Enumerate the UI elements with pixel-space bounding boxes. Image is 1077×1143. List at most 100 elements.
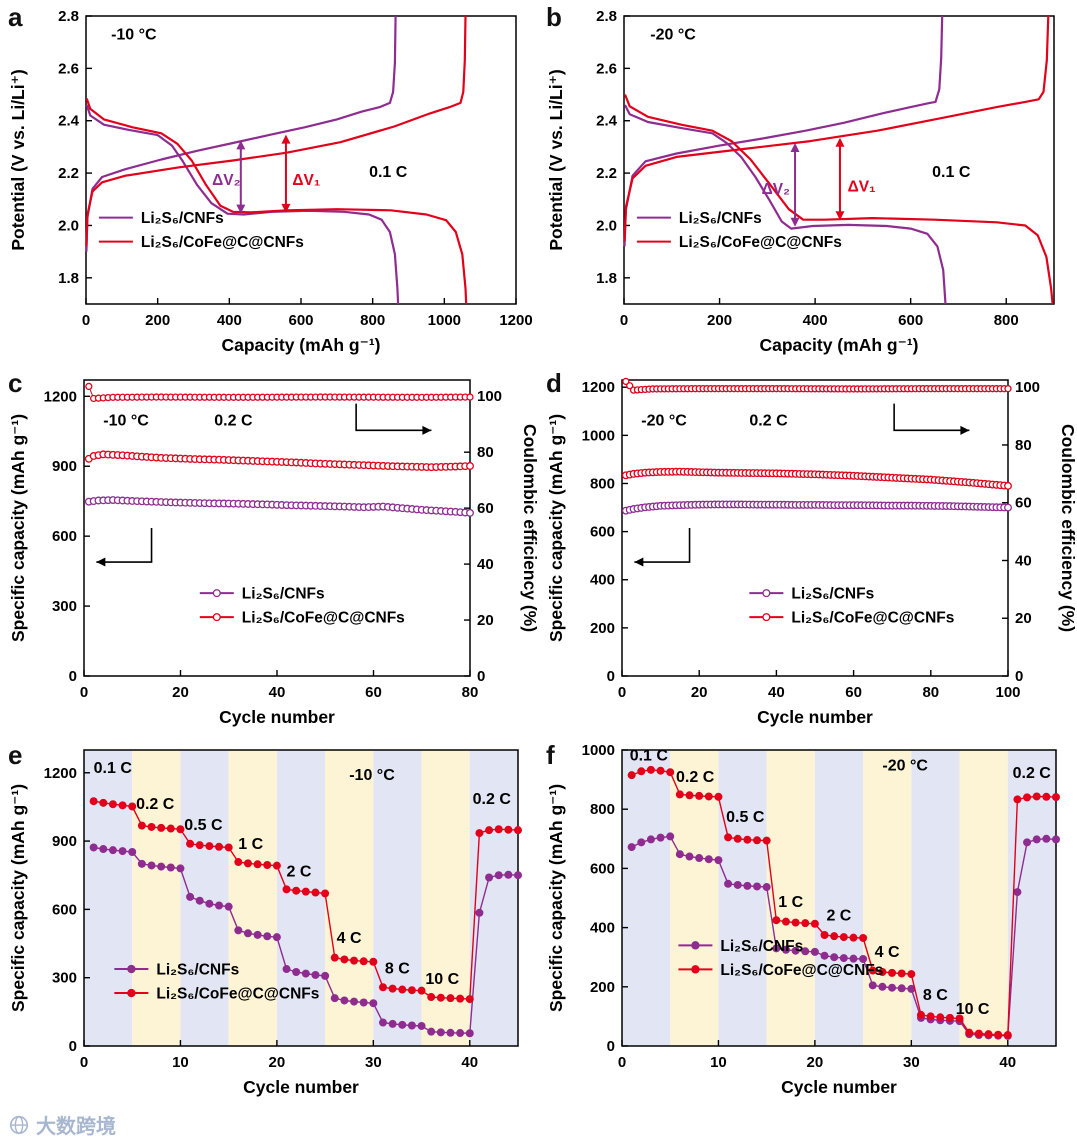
svg-text:600: 600 bbox=[52, 901, 77, 918]
svg-text:20: 20 bbox=[172, 684, 189, 701]
panel-a-letter: a bbox=[8, 2, 23, 32]
svg-text:Li₂S₆/CoFe@C@CNFs: Li₂S₆/CoFe@C@CNFs bbox=[156, 986, 319, 1003]
svg-text:-20 °C: -20 °C bbox=[882, 758, 928, 775]
svg-text:4 C: 4 C bbox=[875, 944, 900, 961]
svg-text:Cycle number: Cycle number bbox=[243, 1077, 359, 1097]
panel-d: 0 20 40 60 80 100 0 200 400 600 800 1000 1200 0 20 40 60… bbox=[538, 366, 1077, 738]
svg-text:300: 300 bbox=[52, 598, 77, 615]
svg-text:40: 40 bbox=[269, 684, 286, 701]
svg-text:1200: 1200 bbox=[44, 765, 77, 782]
svg-text:40: 40 bbox=[1015, 552, 1032, 569]
svg-text:0.5 C: 0.5 C bbox=[726, 809, 765, 826]
svg-text:2.2: 2.2 bbox=[596, 165, 617, 182]
svg-text:200: 200 bbox=[707, 312, 732, 329]
panel-grid: 0 200 400 600 800 1000 1200 1.8 2.0 2.2 2.4 2.6 2.8 C… bbox=[0, 0, 1077, 1112]
svg-text:Li₂S₆/CNFs: Li₂S₆/CNFs bbox=[679, 210, 762, 227]
panel-b: 0 200 400 600 800 1.8 2.0 2.2 2.4 2.6 2.8 Capacity … bbox=[538, 0, 1077, 366]
globe-icon bbox=[8, 1114, 30, 1136]
svg-text:Li₂S₆/CoFe@C@CNFs: Li₂S₆/CoFe@C@CNFs bbox=[242, 610, 405, 627]
svg-text:ΔV₂: ΔV₂ bbox=[212, 172, 240, 189]
svg-text:Capacity (mAh g⁻¹): Capacity (mAh g⁻¹) bbox=[760, 335, 919, 355]
svg-text:10 C: 10 C bbox=[956, 1001, 990, 1018]
svg-text:600: 600 bbox=[52, 528, 77, 545]
svg-text:1000: 1000 bbox=[582, 427, 615, 444]
svg-text:60: 60 bbox=[477, 500, 494, 517]
svg-text:0: 0 bbox=[69, 668, 77, 685]
svg-text:0: 0 bbox=[607, 1038, 615, 1055]
watermark: 大数跨境 bbox=[8, 1110, 116, 1139]
svg-text:-20 °C: -20 °C bbox=[650, 27, 696, 44]
svg-text:0.1 C: 0.1 C bbox=[932, 164, 971, 181]
svg-text:80: 80 bbox=[477, 444, 494, 461]
svg-text:400: 400 bbox=[803, 312, 828, 329]
svg-text:Specific capacity (mAh g⁻¹): Specific capacity (mAh g⁻¹) bbox=[8, 784, 28, 1012]
svg-text:1000: 1000 bbox=[582, 742, 615, 759]
svg-text:2.6: 2.6 bbox=[596, 60, 617, 77]
svg-text:200: 200 bbox=[590, 979, 615, 996]
svg-text:1 C: 1 C bbox=[238, 836, 263, 853]
svg-text:0.2 C: 0.2 C bbox=[136, 796, 175, 813]
svg-text:80: 80 bbox=[922, 684, 939, 701]
svg-text:ΔV₂: ΔV₂ bbox=[762, 181, 790, 198]
svg-text:800: 800 bbox=[994, 312, 1019, 329]
svg-text:200: 200 bbox=[590, 620, 615, 637]
svg-text:Li₂S₆/CoFe@C@CNFs: Li₂S₆/CoFe@C@CNFs bbox=[679, 234, 842, 251]
svg-text:0.5 C: 0.5 C bbox=[184, 817, 223, 834]
panel-c-letter: c bbox=[8, 368, 23, 398]
svg-text:10: 10 bbox=[172, 1054, 189, 1071]
svg-text:2.2: 2.2 bbox=[58, 165, 79, 182]
svg-text:Li₂S₆/CoFe@C@CNFs: Li₂S₆/CoFe@C@CNFs bbox=[720, 962, 883, 979]
svg-text:400: 400 bbox=[217, 312, 242, 329]
svg-text:1 C: 1 C bbox=[778, 894, 803, 911]
svg-text:800: 800 bbox=[590, 801, 615, 818]
svg-text:2.4: 2.4 bbox=[58, 113, 80, 130]
svg-text:100: 100 bbox=[995, 684, 1020, 701]
svg-text:1.8: 1.8 bbox=[596, 270, 617, 287]
svg-text:800: 800 bbox=[360, 312, 385, 329]
svg-text:20: 20 bbox=[269, 1054, 286, 1071]
panel-e: 0 10 20 30 40 0 300 600 900 1200 Cycle number Speci… bbox=[0, 738, 538, 1112]
svg-text:100: 100 bbox=[477, 388, 502, 405]
svg-text:-10 °C: -10 °C bbox=[103, 412, 149, 429]
panel-b-letter: b bbox=[546, 2, 562, 32]
svg-text:0: 0 bbox=[607, 668, 615, 685]
svg-text:Li₂S₆/CNFs: Li₂S₆/CNFs bbox=[242, 586, 325, 603]
svg-text:Li₂S₆/CNFs: Li₂S₆/CNFs bbox=[720, 938, 803, 955]
svg-text:-10 °C: -10 °C bbox=[111, 27, 157, 44]
svg-text:100: 100 bbox=[1015, 379, 1040, 396]
svg-text:400: 400 bbox=[590, 920, 615, 937]
svg-text:600: 600 bbox=[590, 860, 615, 877]
svg-text:Coulombic efficiency (%): Coulombic efficiency (%) bbox=[1058, 424, 1076, 632]
svg-text:1200: 1200 bbox=[499, 312, 532, 329]
svg-text:1200: 1200 bbox=[582, 379, 615, 396]
svg-text:2.8: 2.8 bbox=[58, 8, 79, 25]
svg-text:ΔV₁: ΔV₁ bbox=[848, 178, 876, 195]
svg-text:60: 60 bbox=[845, 684, 862, 701]
svg-text:0: 0 bbox=[618, 1054, 626, 1071]
svg-text:-10 °C: -10 °C bbox=[349, 767, 395, 784]
svg-text:Potential (V vs. Li/Li⁺): Potential (V vs. Li/Li⁺) bbox=[546, 69, 566, 250]
svg-text:40: 40 bbox=[999, 1054, 1016, 1071]
panel-f: 0 10 20 30 40 0 200 400 600 800 1000 Cycle number Sp… bbox=[538, 738, 1077, 1112]
svg-text:0.1 C: 0.1 C bbox=[369, 164, 408, 181]
svg-text:900: 900 bbox=[52, 458, 77, 475]
svg-text:Potential (V vs. Li/Li⁺): Potential (V vs. Li/Li⁺) bbox=[8, 69, 28, 250]
svg-text:Cycle number: Cycle number bbox=[757, 707, 873, 727]
svg-text:2 C: 2 C bbox=[826, 907, 851, 924]
svg-text:0: 0 bbox=[477, 668, 485, 685]
svg-text:0: 0 bbox=[69, 1038, 77, 1055]
svg-text:Li₂S₆/CNFs: Li₂S₆/CNFs bbox=[156, 962, 239, 979]
svg-text:0.2 C: 0.2 C bbox=[473, 791, 512, 808]
svg-text:Li₂S₆/CoFe@C@CNFs: Li₂S₆/CoFe@C@CNFs bbox=[791, 610, 954, 627]
svg-text:30: 30 bbox=[903, 1054, 920, 1071]
watermark-text: 大数跨境 bbox=[36, 1116, 116, 1138]
panel-c-chart: 0 20 40 60 8003006009001200020406080100Cycle… bbox=[8, 379, 538, 727]
panel-c: 0 20 40 60 80 0 300 600 900 1200 0 20 40 60 80 100 Cycle… bbox=[0, 366, 538, 738]
panel-d-letter: d bbox=[546, 368, 562, 398]
svg-text:Specific capacity (mAh g⁻¹): Specific capacity (mAh g⁻¹) bbox=[546, 414, 566, 642]
svg-text:800: 800 bbox=[590, 475, 615, 492]
svg-text:0: 0 bbox=[80, 684, 88, 701]
svg-text:40: 40 bbox=[477, 556, 494, 573]
panel-f-letter: f bbox=[546, 740, 555, 770]
